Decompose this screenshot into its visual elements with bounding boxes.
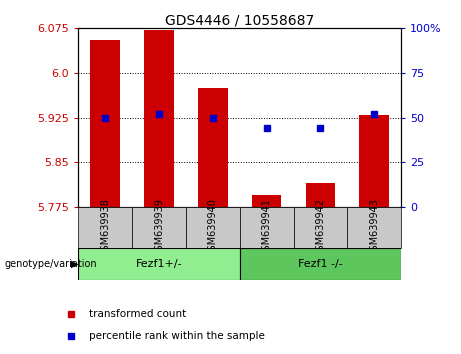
Bar [78, 248, 240, 280]
Text: transformed count: transformed count [89, 309, 187, 319]
Text: GSM639938: GSM639938 [100, 198, 110, 257]
Bar [347, 207, 401, 248]
Text: percentile rank within the sample: percentile rank within the sample [89, 331, 266, 341]
Bar [294, 207, 347, 248]
Text: Fezf1+/-: Fezf1+/- [136, 259, 183, 269]
Bar [132, 207, 186, 248]
Bar [240, 207, 294, 248]
Text: GSM639939: GSM639939 [154, 198, 164, 257]
Text: Fezf1 -/-: Fezf1 -/- [298, 259, 343, 269]
Bar [186, 207, 240, 248]
Text: GSM639943: GSM639943 [369, 198, 379, 257]
Bar [306, 183, 335, 207]
Text: GSM639942: GSM639942 [315, 198, 325, 257]
Bar [144, 29, 174, 207]
Bar [240, 248, 401, 280]
Bar [252, 195, 281, 207]
Text: genotype/variation: genotype/variation [5, 259, 97, 269]
Text: ▶: ▶ [71, 259, 79, 269]
Bar [198, 88, 228, 207]
Title: GDS4446 / 10558687: GDS4446 / 10558687 [165, 13, 314, 27]
Text: GSM639940: GSM639940 [208, 198, 218, 257]
Text: GSM639941: GSM639941 [261, 198, 272, 257]
Bar [360, 115, 389, 207]
Bar [90, 40, 120, 207]
Bar [78, 207, 132, 248]
